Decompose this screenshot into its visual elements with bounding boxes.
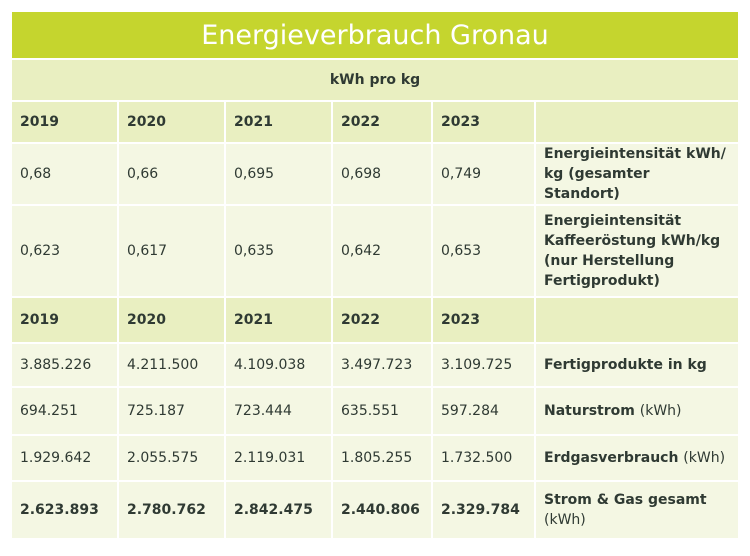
value-cell: 3.109.725	[433, 344, 536, 388]
value-cell: 0,617	[119, 206, 226, 298]
year-header-cell: 2019	[12, 298, 119, 344]
row-label: Energieintensität Kaffeeröstung kWh/kg (…	[536, 206, 739, 298]
table-row: 0,68 0,66 0,695 0,698 0,749 Energieinten…	[12, 144, 739, 206]
year-header-cell: 2023	[433, 102, 536, 144]
energy-table: kWh pro kg 2019 2020 2021 2022 2023 0,68…	[12, 60, 739, 540]
value-cell: 0,695	[226, 144, 333, 206]
row-label-text: Naturstrom	[544, 403, 635, 419]
value-cell: 2.055.575	[119, 436, 226, 482]
year-header-row: 2019 2020 2021 2022 2023	[12, 102, 739, 144]
row-label: Energieintensität kWh/ kg (gesamter Stan…	[536, 144, 739, 206]
value-cell: 3.497.723	[333, 344, 433, 388]
value-cell: 0,68	[12, 144, 119, 206]
empty-header-cell	[536, 102, 739, 144]
row-label-unit: (kWh)	[683, 450, 726, 466]
value-cell: 723.444	[226, 388, 333, 436]
value-cell: 635.551	[333, 388, 433, 436]
total-row-label: Strom & Gas gesamt (kWh)	[536, 482, 739, 540]
year-header-cell: 2020	[119, 102, 226, 144]
total-value-cell: 2.780.762	[119, 482, 226, 540]
value-cell: 725.187	[119, 388, 226, 436]
table-row: 694.251 725.187 723.444 635.551 597.284 …	[12, 388, 739, 436]
row-label: Fertigprodukte in kg	[536, 344, 739, 388]
total-value-cell: 2.842.475	[226, 482, 333, 540]
table-title: Energieverbrauch Gronau	[12, 12, 738, 60]
row-label-text: Fertigprodukte in kg	[544, 357, 707, 373]
value-cell: 2.119.031	[226, 436, 333, 482]
value-cell: 0,623	[12, 206, 119, 298]
table-row: 3.885.226 4.211.500 4.109.038 3.497.723 …	[12, 344, 739, 388]
row-label: Naturstrom (kWh)	[536, 388, 739, 436]
value-cell: 1.929.642	[12, 436, 119, 482]
table-row: 0,623 0,617 0,635 0,642 0,653 Energieint…	[12, 206, 739, 298]
row-label-text: Strom & Gas gesamt	[544, 492, 707, 508]
table-subtitle: kWh pro kg	[12, 60, 739, 102]
year-header-cell: 2019	[12, 102, 119, 144]
row-label: Erdgasverbrauch (kWh)	[536, 436, 739, 482]
year-header-cell: 2023	[433, 298, 536, 344]
value-cell: 3.885.226	[12, 344, 119, 388]
year-header-row: 2019 2020 2021 2022 2023	[12, 298, 739, 344]
value-cell: 4.211.500	[119, 344, 226, 388]
value-cell: 0,635	[226, 206, 333, 298]
year-header-cell: 2021	[226, 102, 333, 144]
value-cell: 1.805.255	[333, 436, 433, 482]
value-cell: 0,698	[333, 144, 433, 206]
row-label-unit: (kWh)	[639, 403, 682, 419]
energy-table-panel: Energieverbrauch Gronau kWh pro kg 2019 …	[12, 12, 739, 540]
value-cell: 0,749	[433, 144, 536, 206]
value-cell: 597.284	[433, 388, 536, 436]
subtitle-row: kWh pro kg	[12, 60, 739, 102]
year-header-cell: 2022	[333, 102, 433, 144]
row-label-unit: (kWh)	[544, 512, 586, 528]
value-cell: 0,66	[119, 144, 226, 206]
year-header-cell: 2022	[333, 298, 433, 344]
value-cell: 1.732.500	[433, 436, 536, 482]
value-cell: 0,653	[433, 206, 536, 298]
value-cell: 694.251	[12, 388, 119, 436]
table-row: 1.929.642 2.055.575 2.119.031 1.805.255 …	[12, 436, 739, 482]
empty-header-cell	[536, 298, 739, 344]
total-row: 2.623.893 2.780.762 2.842.475 2.440.806 …	[12, 482, 739, 540]
value-cell: 0,642	[333, 206, 433, 298]
year-header-cell: 2021	[226, 298, 333, 344]
total-value-cell: 2.440.806	[333, 482, 433, 540]
year-header-cell: 2020	[119, 298, 226, 344]
row-label-text: Erdgasverbrauch	[544, 450, 679, 466]
value-cell: 4.109.038	[226, 344, 333, 388]
total-value-cell: 2.329.784	[433, 482, 536, 540]
total-value-cell: 2.623.893	[12, 482, 119, 540]
